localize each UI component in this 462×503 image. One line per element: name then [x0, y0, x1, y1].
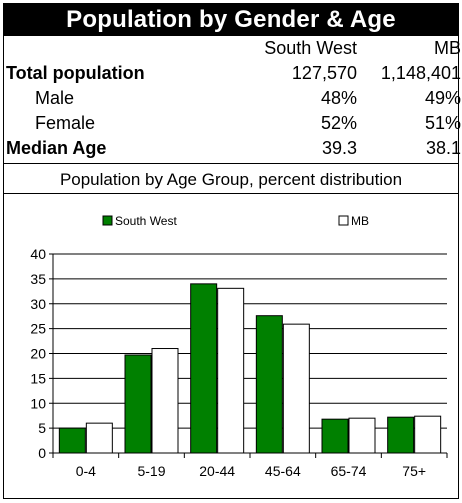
y-tick-label: 30	[30, 296, 46, 312]
y-tick-label: 35	[30, 271, 46, 287]
y-tick-label: 5	[38, 420, 46, 436]
stats-header-row: South West MB	[3, 36, 461, 61]
stats-table: South West MB Total population 127,570 1…	[3, 36, 461, 161]
stats-row-male: Male 48% 49%	[3, 86, 461, 111]
column-header-south-west: South West	[264, 38, 357, 58]
cell-value: 49%	[424, 88, 461, 108]
y-tick-label: 10	[30, 395, 46, 411]
x-tick-label: 65-74	[331, 463, 367, 479]
bar-south-west	[387, 416, 415, 454]
legend-swatch	[102, 215, 113, 226]
x-tick-label: 20-44	[199, 463, 235, 479]
y-tick-label: 15	[30, 370, 46, 386]
legend-label: MB	[351, 214, 369, 228]
bar-south-west	[124, 354, 152, 454]
cell-value: 1,148,401	[380, 63, 461, 83]
cell-value: 51%	[424, 113, 461, 133]
legend-label: South West	[115, 214, 177, 228]
row-label: Male	[35, 88, 75, 108]
row-label: Total population	[6, 63, 145, 83]
row-label: Median Age	[6, 138, 107, 158]
row-label: Female	[35, 113, 96, 133]
bar-south-west	[321, 418, 349, 454]
bar-mb	[217, 287, 245, 454]
y-tick-label: 25	[30, 321, 46, 337]
chart-container: 0 5 10 15 20 25 30 35 40 0-4 5-19 20-44 45-64 65-74 75…	[3, 193, 459, 499]
stats-header-blank	[3, 36, 217, 61]
cell-value: 39.3	[321, 138, 357, 158]
bar-south-west	[190, 283, 218, 454]
cell-value: 38.1	[425, 138, 461, 158]
x-tick-label: 0-4	[76, 463, 96, 479]
bar-chart: 0 5 10 15 20 25 30 35 40 0-4 5-19 20-44 45-64 65-74 75…	[30, 214, 448, 479]
legend-swatch	[338, 215, 349, 226]
bar-mb	[85, 422, 113, 454]
chart-title: Population by Age Group, percent distrib…	[59, 170, 403, 189]
bar-mb	[282, 323, 310, 454]
x-tick-label: 5-19	[137, 463, 165, 479]
cell-value: 52%	[320, 113, 357, 133]
cell-value: 127,570	[291, 63, 357, 83]
cell-value: 48%	[320, 88, 357, 108]
bar-mb	[151, 348, 179, 454]
bar-south-west	[58, 427, 86, 454]
stats-row-total-population: Total population 127,570 1,148,401	[3, 61, 461, 86]
stats-row-median-age: Median Age 39.3 38.1	[3, 136, 461, 161]
column-header-mb: MB	[434, 38, 461, 58]
x-tick-label: 45-64	[265, 463, 301, 479]
y-tick-label: 20	[30, 346, 46, 362]
bar-mb	[348, 417, 376, 454]
y-tick-label: 40	[30, 246, 46, 262]
bar-south-west	[255, 315, 283, 454]
stats-row-female: Female 52% 51%	[3, 111, 461, 136]
x-tick-label: 75+	[402, 463, 426, 479]
y-tick-label: 0	[38, 445, 46, 461]
bar-mb	[414, 415, 442, 454]
panel-title: Population by Gender & Age	[3, 3, 459, 36]
